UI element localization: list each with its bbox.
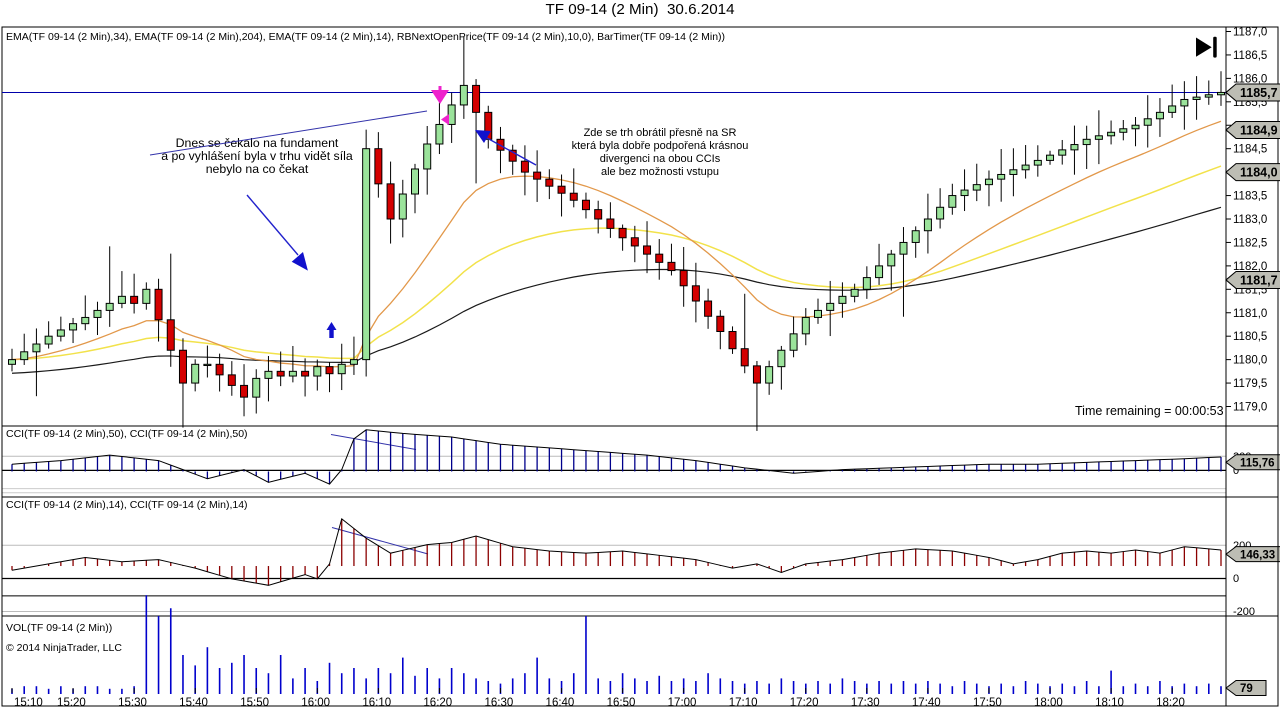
svg-text:1187,0: 1187,0	[1233, 27, 1267, 39]
svg-text:a po vyhlášení byla v trhu vid: a po vyhlášení byla v trhu vidět síla	[161, 149, 353, 163]
svg-text:divergenci na obou CCIs: divergenci na obou CCIs	[600, 153, 721, 165]
svg-text:16:40: 16:40	[546, 697, 575, 709]
svg-text:15:30: 15:30	[118, 697, 147, 709]
svg-text:1182,5: 1182,5	[1233, 237, 1267, 249]
svg-text:16:20: 16:20	[423, 697, 452, 709]
svg-text:Zde se trh obrátil přesně na S: Zde se trh obrátil přesně na SR	[584, 127, 737, 139]
svg-text:1184,9: 1184,9	[1240, 123, 1278, 137]
svg-text:17:10: 17:10	[729, 697, 758, 709]
svg-text:1183,0: 1183,0	[1233, 214, 1267, 226]
svg-text:1186,5: 1186,5	[1233, 50, 1267, 62]
svg-text:EMA(TF 09-14 (2 Min),34), EMA(: EMA(TF 09-14 (2 Min),34), EMA(TF 09-14 (…	[6, 31, 725, 43]
svg-text:15:40: 15:40	[179, 697, 208, 709]
svg-text:15:50: 15:50	[240, 697, 269, 709]
svg-text:1185,7: 1185,7	[1240, 86, 1278, 100]
svg-text:CCI(TF 09-14 (2 Min),50), CCI(: CCI(TF 09-14 (2 Min),50), CCI(TF 09-14 (…	[6, 428, 248, 440]
svg-text:1180,0: 1180,0	[1233, 355, 1267, 367]
svg-text:18:00: 18:00	[1034, 697, 1063, 709]
svg-text:16:00: 16:00	[301, 697, 330, 709]
svg-text:115,76: 115,76	[1240, 457, 1275, 469]
svg-text:VOL(TF 09-14 (2 Min)): VOL(TF 09-14 (2 Min))	[6, 622, 112, 634]
svg-text:1179,5: 1179,5	[1233, 378, 1267, 390]
svg-text:CCI(TF 09-14 (2 Min),14), CCI(: CCI(TF 09-14 (2 Min),14), CCI(TF 09-14 (…	[6, 499, 248, 511]
svg-text:16:50: 16:50	[607, 697, 636, 709]
svg-text:1181,0: 1181,0	[1233, 308, 1267, 320]
svg-text:15:20: 15:20	[57, 697, 86, 709]
svg-text:1179,0: 1179,0	[1233, 402, 1267, 414]
svg-text:1181,7: 1181,7	[1240, 273, 1278, 287]
svg-text:Time remaining = 00:00:53: Time remaining = 00:00:53	[1075, 404, 1224, 418]
svg-text:1180,5: 1180,5	[1233, 331, 1267, 343]
svg-text:17:40: 17:40	[912, 697, 941, 709]
svg-text:17:00: 17:00	[668, 697, 697, 709]
svg-text:17:30: 17:30	[851, 697, 880, 709]
svg-text:18:20: 18:20	[1156, 697, 1185, 709]
svg-text:1184,5: 1184,5	[1233, 144, 1267, 156]
svg-text:17:20: 17:20	[790, 697, 819, 709]
svg-text:0: 0	[1233, 573, 1239, 585]
svg-text:79: 79	[1240, 683, 1253, 695]
svg-text:15:10: 15:10	[14, 697, 43, 709]
svg-text:© 2014 NinjaTrader, LLC: © 2014 NinjaTrader, LLC	[6, 642, 122, 654]
svg-text:16:30: 16:30	[484, 697, 513, 709]
svg-text:nebylo na co čekat: nebylo na co čekat	[206, 162, 309, 176]
svg-text:která byla dobře podpořená krá: která byla dobře podpořená krásnou	[572, 140, 749, 152]
svg-text:146,33: 146,33	[1240, 549, 1275, 561]
svg-text:ale bez možnosti vstupu: ale bez možnosti vstupu	[601, 166, 719, 178]
svg-text:1184,0: 1184,0	[1240, 166, 1278, 180]
svg-text:16:10: 16:10	[362, 697, 391, 709]
svg-text:17:50: 17:50	[973, 697, 1002, 709]
svg-text:1183,5: 1183,5	[1233, 191, 1267, 203]
svg-text:18:10: 18:10	[1095, 697, 1124, 709]
